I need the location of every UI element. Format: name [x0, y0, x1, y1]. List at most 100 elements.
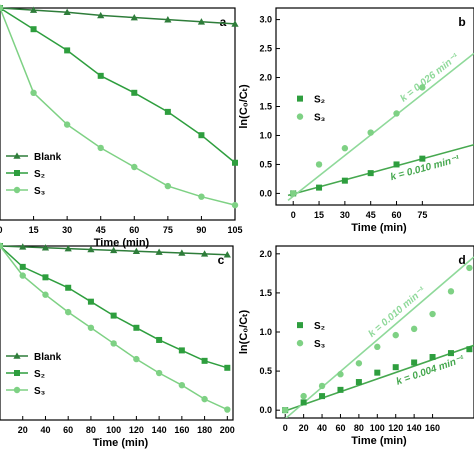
legend-label: S₂ — [314, 95, 325, 106]
data-point — [110, 312, 117, 319]
legend-swatch-marker — [13, 152, 21, 159]
data-point — [429, 354, 436, 361]
x-tick-label: 20 — [299, 423, 309, 433]
plot-frame — [0, 7, 236, 221]
data-point — [367, 129, 374, 136]
data-point — [198, 193, 205, 200]
legend-swatch-marker — [14, 370, 20, 376]
data-point — [164, 108, 171, 115]
data-point — [63, 121, 71, 128]
data-point — [41, 244, 50, 251]
y-tick-label: 0.5 — [259, 159, 272, 169]
data-point — [64, 308, 72, 316]
x-tick-label: 60 — [63, 425, 73, 435]
data-point — [447, 288, 455, 295]
data-point — [466, 264, 473, 272]
legend-label: S₂ — [34, 369, 45, 380]
data-point — [131, 163, 138, 171]
y-tick-label: 1.0 — [259, 130, 272, 140]
data-point — [447, 350, 454, 357]
series-line — [0, 245, 228, 369]
x-tick-label: 30 — [340, 210, 350, 220]
data-point — [224, 406, 231, 413]
fit-line — [287, 143, 474, 197]
data-point — [231, 20, 239, 27]
x-tick-label: 60 — [392, 210, 402, 220]
data-point — [419, 84, 426, 91]
data-point — [178, 382, 186, 389]
x-axis-label: Time (min) — [93, 437, 149, 449]
data-point — [355, 379, 362, 386]
data-point — [178, 249, 186, 256]
legend-swatch-marker — [296, 113, 304, 120]
data-point — [64, 245, 72, 252]
legend-label: S₃ — [34, 186, 46, 197]
data-point — [131, 89, 138, 96]
panel-c: 20 40 60 80 100 120 140 160 180 200 Time (min) c Bla… — [0, 242, 235, 449]
data-point — [178, 347, 185, 354]
data-point — [290, 190, 297, 197]
data-point — [341, 145, 349, 152]
data-point — [224, 364, 231, 371]
data-point — [87, 324, 95, 331]
data-point — [97, 72, 104, 79]
data-point — [164, 182, 172, 190]
data-point — [419, 155, 426, 162]
series-line — [0, 7, 236, 206]
x-tick-label: 60 — [335, 423, 345, 433]
legend-label: S₃ — [34, 386, 46, 397]
data-point — [110, 340, 117, 347]
data-point — [411, 359, 418, 366]
data-point — [19, 272, 26, 279]
legend-label: S₃ — [314, 113, 326, 124]
data-point — [130, 13, 138, 21]
x-tick-label: 180 — [197, 425, 212, 435]
data-point — [341, 177, 348, 184]
data-point — [337, 386, 344, 393]
data-point — [87, 298, 94, 305]
data-point — [315, 161, 323, 168]
data-point — [164, 16, 172, 23]
legend-swatch-marker — [13, 386, 21, 394]
panel-letter: c — [218, 253, 225, 267]
y-tick-label: 1.5 — [259, 288, 272, 298]
data-point — [393, 161, 400, 168]
x-tick-label: 75 — [417, 210, 427, 220]
data-point — [110, 246, 118, 254]
data-point — [201, 395, 208, 403]
data-point — [198, 132, 205, 139]
x-tick-label: 0 — [283, 423, 288, 433]
series-line — [0, 7, 236, 164]
legend-swatch-marker — [14, 170, 20, 176]
legend-label: Blank — [34, 352, 62, 363]
data-point — [337, 371, 344, 378]
legend-swatch-marker — [296, 339, 304, 347]
x-tick-label: 75 — [163, 225, 173, 235]
data-point — [392, 331, 399, 339]
x-tick-label: 100 — [106, 425, 121, 435]
data-point — [374, 369, 381, 376]
legend-swatch-marker — [13, 186, 21, 194]
data-point — [393, 110, 400, 117]
x-tick-label: 140 — [407, 423, 422, 433]
panel-a: 0 15 30 45 60 75 90 105 Time (min) a Blank S₂ S₃ — [0, 4, 243, 249]
data-point — [316, 184, 323, 191]
data-point — [156, 336, 163, 343]
x-tick-label: 0 — [0, 225, 3, 235]
x-axis-label: Time (min) — [94, 237, 150, 249]
data-point — [201, 357, 208, 364]
data-point — [223, 251, 231, 258]
x-tick-label: 105 — [227, 225, 242, 235]
data-point — [374, 343, 381, 351]
data-point — [19, 243, 27, 250]
x-tick-label: 160 — [425, 423, 440, 433]
y-tick-label: 0.0 — [259, 188, 272, 198]
data-point — [133, 355, 140, 363]
x-tick-label: 100 — [370, 423, 385, 433]
x-tick-label: 160 — [174, 425, 189, 435]
legend-swatch-marker — [297, 95, 303, 102]
x-tick-label: 15 — [314, 210, 324, 220]
y-tick-label: 2.0 — [259, 249, 272, 259]
data-point — [30, 26, 37, 33]
data-point — [155, 369, 163, 377]
